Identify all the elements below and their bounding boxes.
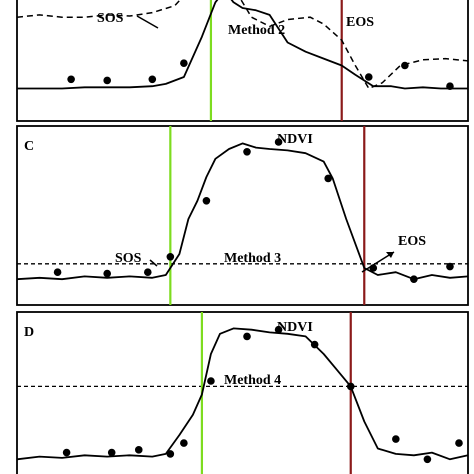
panel-b-data-point [401, 61, 409, 70]
panel-d-ndvi-series [16, 327, 469, 461]
panel-c-data-point [324, 174, 332, 183]
panel-c-eos-arrowhead [386, 252, 394, 258]
panel-d-data-point [107, 448, 116, 457]
panel-c-sos-label: SOS [115, 251, 142, 266]
panel-c-data-point [202, 197, 211, 205]
panel-b-sos-arrow [136, 15, 159, 29]
panel-d-method-label: Method 4 [224, 373, 281, 388]
panel-d-data-point [180, 439, 188, 447]
panel-b-data-point [180, 59, 188, 67]
panel-c-data-point [103, 269, 111, 278]
panel-c-series-label: NDVI [277, 132, 313, 147]
panel-c-data-point [243, 148, 251, 156]
panel-b-dashed-series [16, 0, 469, 90]
panel-c-letter: C [24, 139, 34, 154]
panel-c-data-point [53, 268, 62, 277]
panel-b-eos-label: EOS [346, 15, 374, 30]
panel-b-data-point [148, 75, 157, 84]
panel-d-data-point [423, 455, 432, 464]
panel-d-data-point [243, 332, 251, 341]
panel-c-data-point [410, 275, 418, 284]
panel-c-ndvi-series [16, 142, 469, 281]
panel-d-letter: D [24, 325, 34, 340]
panel-d-series-label: NDVI [277, 320, 313, 335]
panel-b-sos-label: SOS [97, 11, 124, 26]
panel-d-data-point [166, 450, 175, 458]
panel-c-frame [16, 125, 469, 306]
panel-c-data-point [166, 252, 175, 261]
panel-d-data-point [392, 435, 400, 443]
panel-c-data-point [274, 138, 283, 146]
panel-d-data-point [134, 446, 143, 454]
panel-d-data-point [455, 439, 463, 447]
panel-c-eos-label: EOS [398, 234, 426, 249]
panel-d-data-point [274, 325, 283, 334]
panel-c-eos-arrow [361, 251, 395, 273]
panel-b-data-point [364, 73, 373, 81]
panel-d-data-point [62, 448, 71, 457]
panel-b-data-point [103, 76, 111, 85]
panel-c-sos-arrow [149, 259, 158, 267]
panel-c-method-label: Method 3 [224, 251, 281, 266]
panel-b-data-point [446, 82, 454, 90]
panel-c-data-point [143, 268, 152, 277]
panel-d-data-point [310, 340, 319, 349]
panel-b-method-label: Method 2 [228, 23, 285, 38]
panel-c-data-point [446, 262, 454, 271]
panel-d-data-point [207, 377, 215, 385]
panel-b-frame [16, 0, 469, 122]
panel-d-frame [16, 311, 469, 474]
panel-b-data-point [67, 75, 75, 84]
panel-b-ndvi-series [17, 0, 468, 90]
panel-d-data-point [346, 382, 355, 391]
